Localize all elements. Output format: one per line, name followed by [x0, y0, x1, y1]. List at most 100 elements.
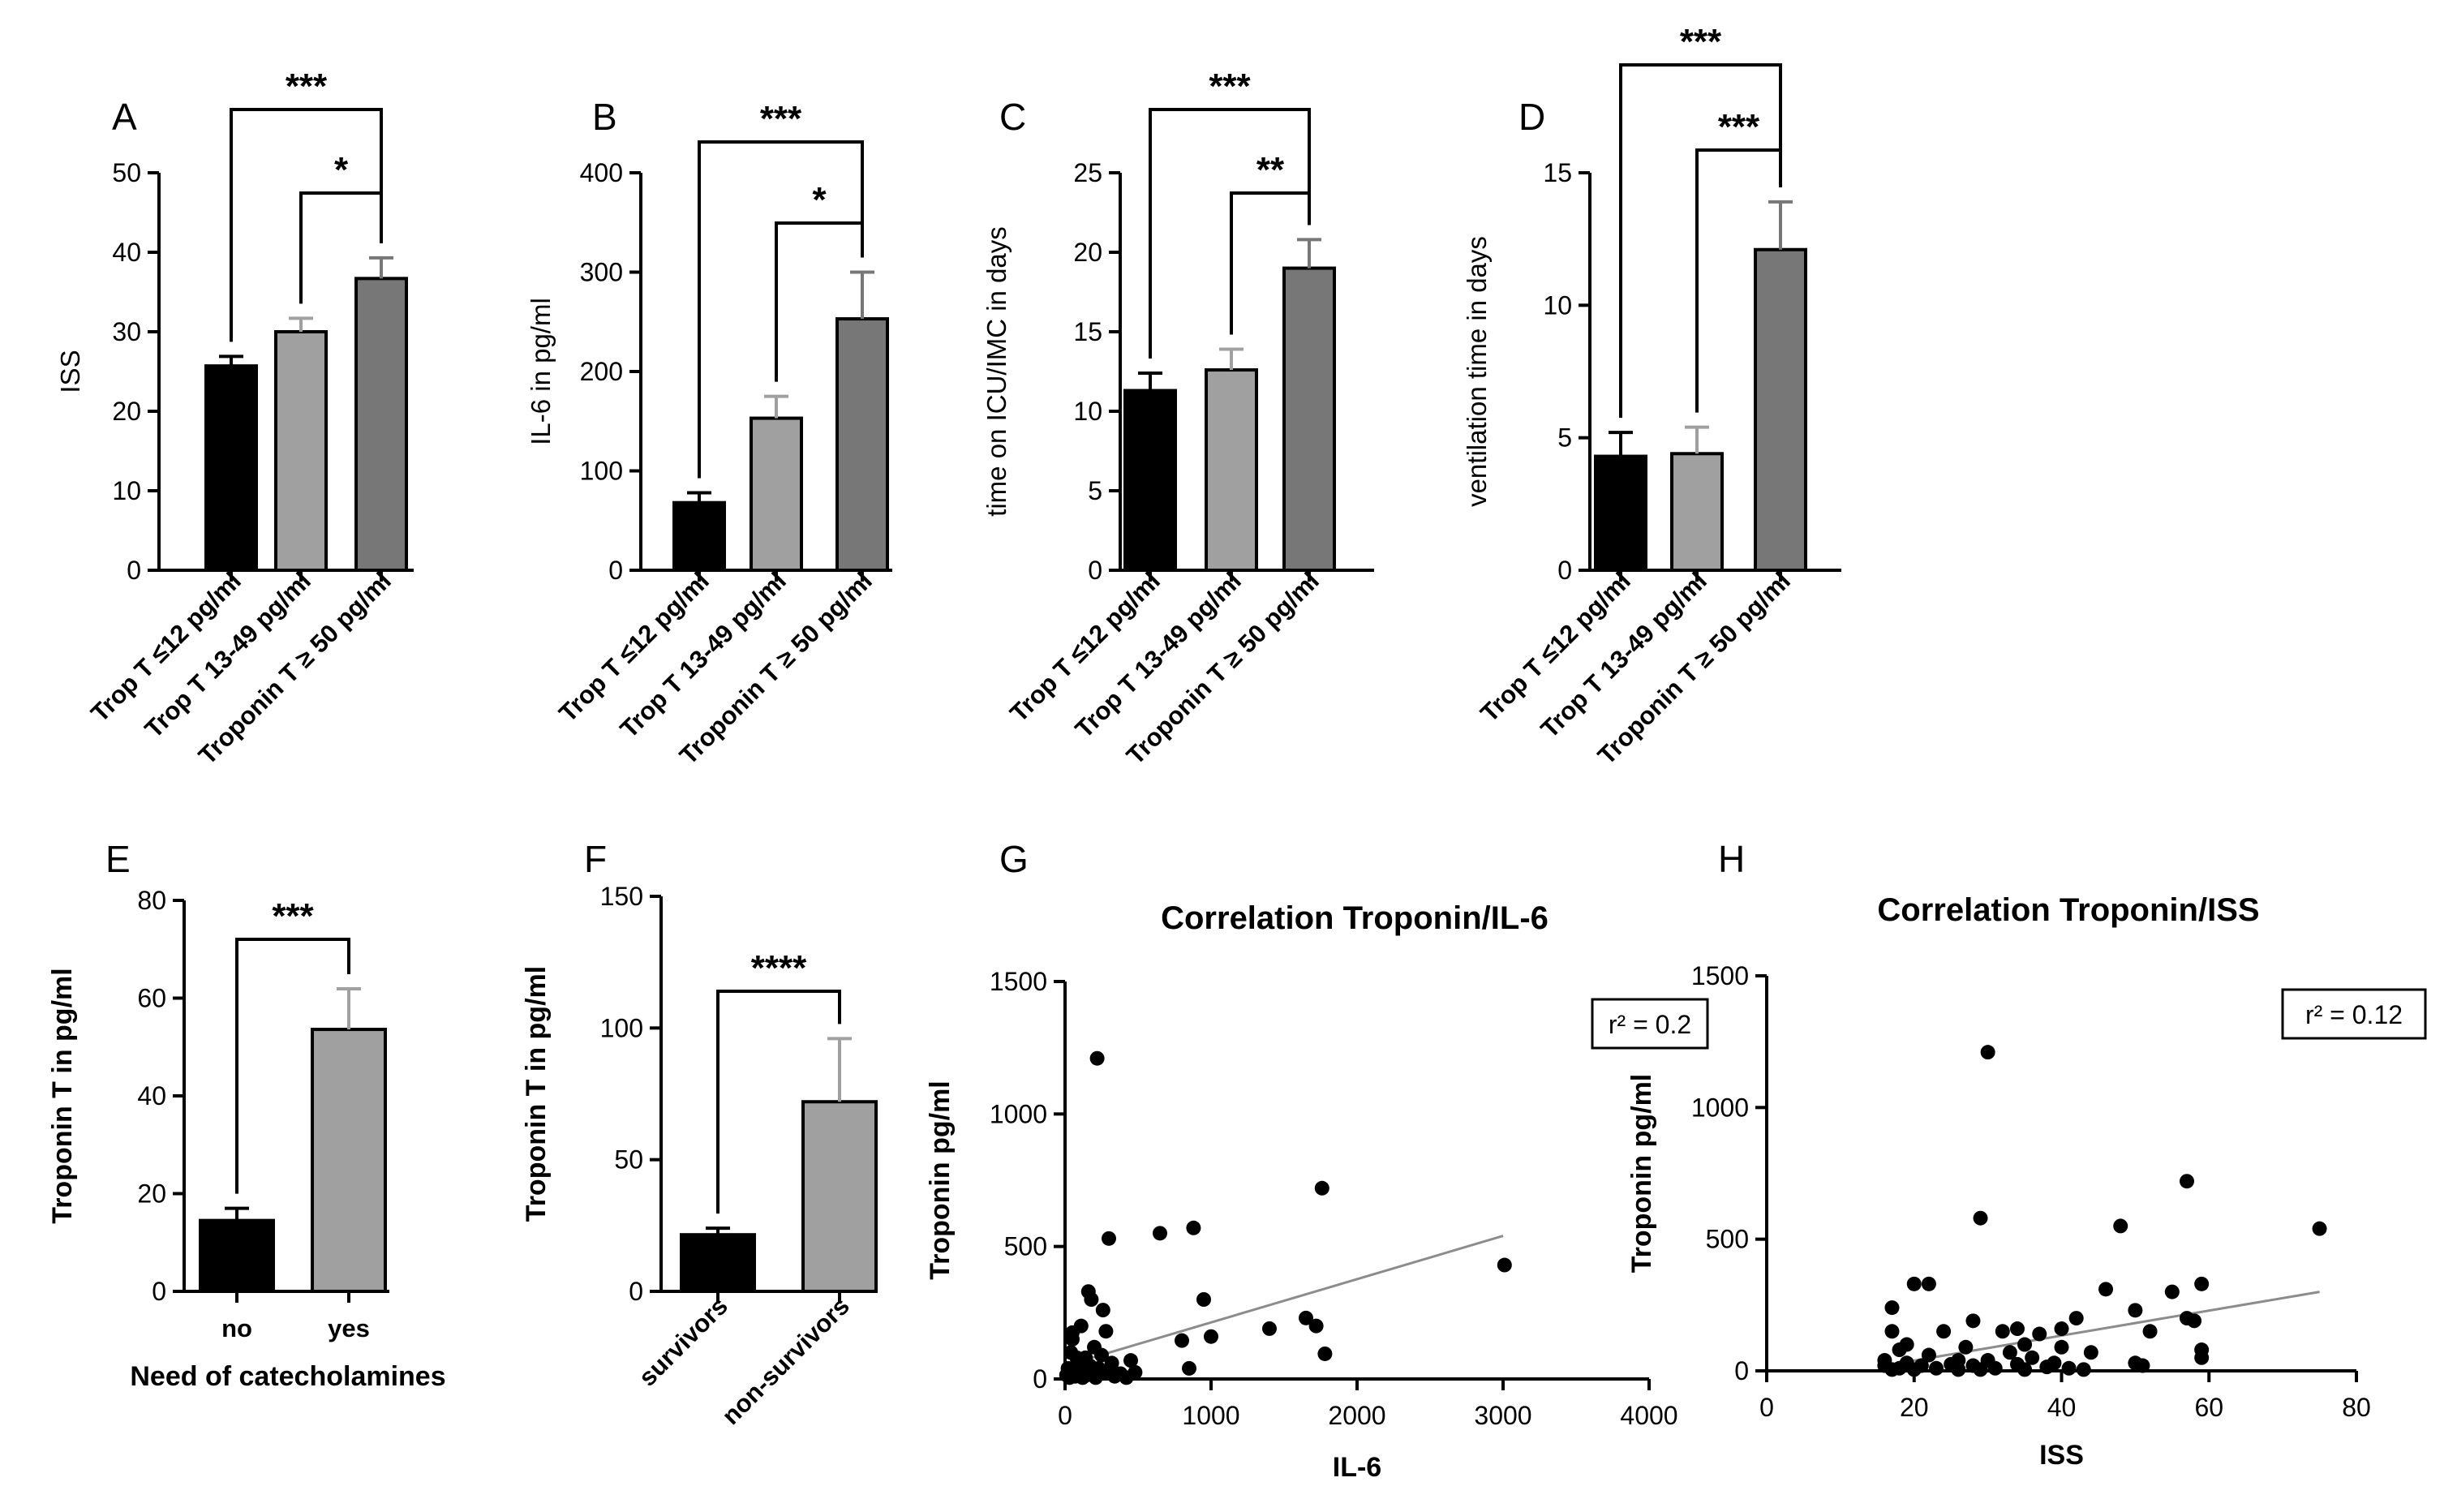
- bar-2: [311, 1028, 387, 1294]
- data-point: [2017, 1337, 2033, 1352]
- y-tick-label: 10: [1543, 290, 1572, 320]
- y-tick-label: 80: [137, 886, 166, 915]
- data-point: [1128, 1364, 1143, 1380]
- y-axis-label: Troponin pg/ml: [1626, 1074, 1657, 1274]
- data-point: [2083, 1345, 2098, 1360]
- x-tick-label: 0: [1759, 1393, 1774, 1422]
- data-point: [1995, 1324, 2010, 1339]
- panel-c: C 0 5 10 15 20 25 time on ICU/IMC in days Trop T…: [982, 67, 1374, 770]
- data-point: [2194, 1276, 2210, 1291]
- data-point: [2142, 1324, 2158, 1339]
- bar-3: [1282, 266, 1336, 572]
- data-point: [1317, 1346, 1333, 1361]
- data-point: [1196, 1292, 1211, 1307]
- significance-bracket: [698, 140, 864, 479]
- data-point: [1175, 1333, 1189, 1348]
- data-point: [2047, 1355, 2062, 1371]
- significance-bracket: [1230, 191, 1311, 335]
- significance-bracket: [1695, 148, 1782, 413]
- data-point: [2194, 1350, 2210, 1365]
- data-point: [1884, 1300, 1900, 1316]
- panel-letter: B: [592, 96, 617, 138]
- significance-bracket: [1149, 108, 1311, 359]
- y-tick-label: 500: [1706, 1225, 1749, 1254]
- y-tick-label: 20: [137, 1179, 166, 1209]
- data-point: [1914, 1358, 1929, 1373]
- data-point: [1186, 1220, 1201, 1235]
- x-axis-label: IL-6: [1333, 1452, 1381, 1483]
- data-point: [1958, 1339, 1974, 1355]
- y-axis-label: time on ICU/IMC in days: [982, 226, 1012, 517]
- panel-letter: C: [999, 96, 1026, 138]
- significance-stars: ***: [1209, 67, 1251, 106]
- r2-annotation: r² = 0.2: [1609, 1010, 1691, 1039]
- r2-annotation: r² = 0.12: [2305, 1000, 2403, 1029]
- y-axis-label: Troponin T in pg/ml: [47, 968, 78, 1223]
- data-point: [1497, 1257, 1512, 1273]
- data-point: [2135, 1358, 2150, 1373]
- bar-2: [1670, 452, 1724, 572]
- y-tick-label: 40: [112, 238, 141, 267]
- data-point: [1102, 1231, 1116, 1246]
- category-label: survivors: [634, 1291, 733, 1391]
- data-point: [2113, 1218, 2128, 1234]
- bar-1: [1123, 389, 1177, 572]
- r2-box: [1591, 998, 1709, 1050]
- panel-letter: E: [105, 838, 131, 880]
- data-point: [2054, 1339, 2069, 1355]
- panel-letter: A: [112, 96, 137, 138]
- x-tick-label: 1000: [1182, 1401, 1239, 1430]
- data-point: [1084, 1292, 1099, 1307]
- y-tick-label: 0: [127, 556, 141, 585]
- y-tick-label: 50: [614, 1145, 643, 1175]
- data-point: [2068, 1311, 2084, 1326]
- bar-2: [750, 416, 803, 573]
- bar-2: [274, 330, 328, 572]
- y-tick-label: 0: [608, 556, 623, 585]
- y-tick-label: 5: [1557, 423, 1572, 453]
- x-tick-label: 0: [1058, 1401, 1072, 1430]
- data-point: [1921, 1347, 1936, 1363]
- category-label: yes: [328, 1314, 370, 1342]
- data-point: [1980, 1045, 1995, 1060]
- y-tick-label: 100: [600, 1013, 643, 1042]
- significance-bracket: [775, 221, 864, 382]
- y-tick-label: 0: [152, 1277, 166, 1306]
- data-point: [2017, 1362, 2033, 1377]
- data-point: [1951, 1353, 1966, 1368]
- data-point: [2025, 1350, 2040, 1365]
- panel-g: G Correlation Troponin/IL-6 0 500 1000 1500 0 1…: [925, 838, 1709, 1483]
- data-point: [2061, 1360, 2077, 1376]
- data-point: [1153, 1226, 1167, 1241]
- data-point: [1204, 1329, 1218, 1344]
- bar-3: [354, 277, 408, 572]
- y-tick-label: 0: [1557, 556, 1572, 585]
- regression-line: [1068, 1235, 1504, 1366]
- y-tick-label: 1000: [990, 1099, 1047, 1128]
- bar-3: [1754, 247, 1807, 572]
- y-tick-label: 1500: [990, 967, 1047, 996]
- bar-1: [672, 500, 726, 573]
- significance-bracket: [716, 990, 841, 1214]
- y-axis-label: Troponin T in pg/ml: [521, 966, 552, 1222]
- significance-bracket: [1619, 63, 1782, 419]
- significance-stars: ***: [286, 67, 328, 106]
- data-point: [1929, 1360, 1944, 1376]
- data-point: [1089, 1050, 1105, 1066]
- y-tick-label: 1500: [1691, 961, 1749, 990]
- y-tick-label: 10: [1073, 397, 1102, 426]
- category-label: no: [221, 1314, 252, 1342]
- y-tick-label: 20: [112, 397, 141, 426]
- data-point: [1899, 1337, 1914, 1352]
- data-point: [1094, 1347, 1109, 1363]
- data-point: [1073, 1318, 1089, 1334]
- data-point: [2054, 1321, 2069, 1337]
- category-label: non-survivors: [716, 1291, 855, 1430]
- x-axis-label: Need of catecholamines: [130, 1361, 445, 1392]
- panel-letter: D: [1518, 96, 1545, 138]
- data-point: [1095, 1303, 1110, 1318]
- y-axis-label: ISS: [55, 350, 85, 393]
